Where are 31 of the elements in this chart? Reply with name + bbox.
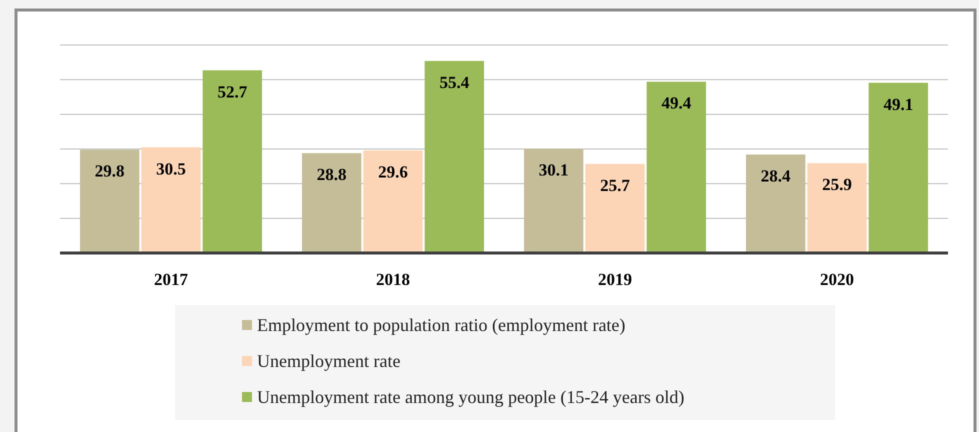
bar <box>302 153 362 253</box>
x-tick-label: 2017 <box>154 270 188 289</box>
data-label: 49.1 <box>883 94 914 114</box>
bar <box>746 154 806 253</box>
data-label: 30.5 <box>156 159 186 178</box>
data-label: 25.7 <box>600 176 630 195</box>
data-label: 49.4 <box>661 94 692 113</box>
data-label: 52.7 <box>217 82 248 102</box>
bar <box>363 150 423 253</box>
x-tick-label: 2019 <box>598 270 632 289</box>
bar <box>424 60 484 253</box>
legend-label: Employment to population ratio (employment rate) <box>257 315 626 335</box>
x-tick-label: 2020 <box>820 270 854 289</box>
data-label: 29.6 <box>378 162 408 182</box>
bar <box>524 148 584 253</box>
data-label: 28.8 <box>316 165 347 184</box>
bar <box>585 164 645 253</box>
data-label: 30.1 <box>538 160 569 180</box>
data-label: 28.4 <box>760 166 792 186</box>
bar <box>868 82 928 253</box>
bar <box>646 82 706 253</box>
legend-label: Unemployment rate among young people (15-24 years old) <box>257 387 684 407</box>
bar <box>141 147 201 253</box>
legend-label: Unemployment rate <box>257 351 400 371</box>
x-tick-label: 2018 <box>376 270 410 289</box>
bar <box>202 70 262 253</box>
bar <box>807 163 867 253</box>
data-label: 25.9 <box>822 175 852 194</box>
data-label: 29.8 <box>94 162 125 181</box>
data-label: 55.4 <box>439 72 470 92</box>
bar <box>80 150 140 253</box>
